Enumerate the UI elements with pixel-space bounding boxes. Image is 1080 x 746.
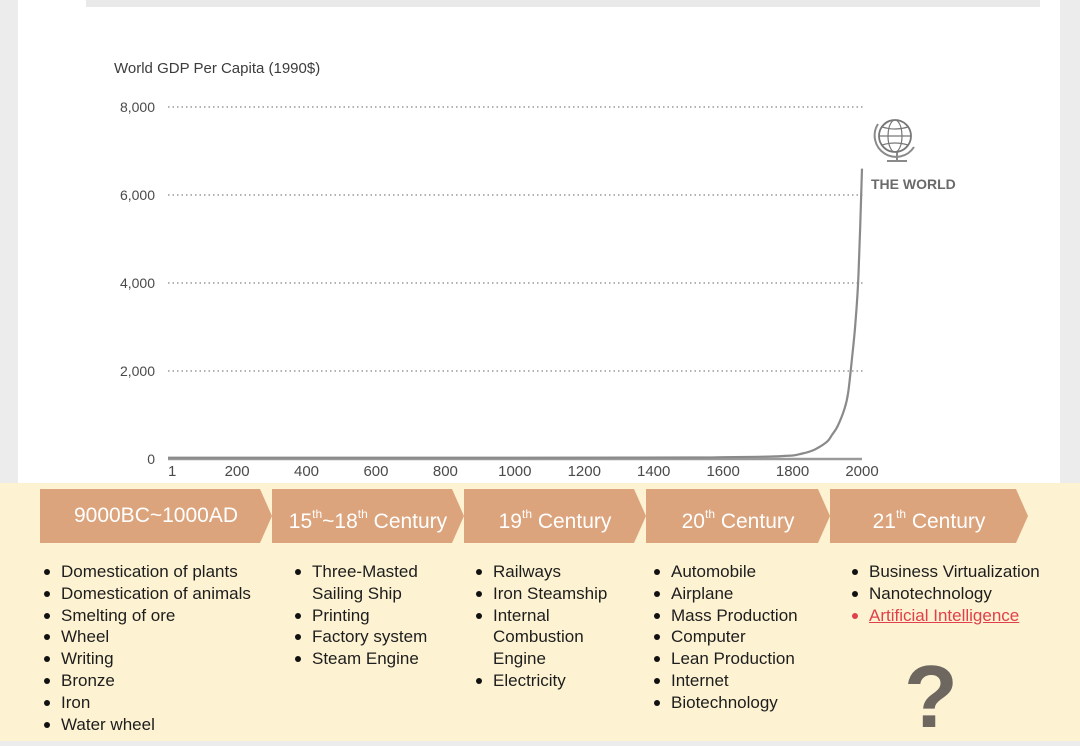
x-tick-label: 1: [168, 463, 176, 480]
era-label-ancient: 9000BC~1000AD: [73, 504, 239, 527]
list-item: Factory system: [293, 626, 453, 648]
gdp-chart: World GDP Per Capita (1990$) 0 2,000 4,000…: [114, 60, 956, 480]
y-tick-label: 4,000: [120, 275, 155, 291]
era-list-20th: Automobile Airplane Mass Production Comp…: [652, 561, 830, 714]
era-band-21st: 21th Century: [830, 489, 1028, 543]
list-item: Automobile: [652, 561, 830, 583]
list-item: Railways: [474, 561, 636, 583]
list-item: Water wheel: [42, 714, 272, 736]
x-tick-label: 2000: [845, 463, 878, 480]
artificial-intelligence-link[interactable]: Artificial Intelligence: [850, 605, 1040, 627]
era-list-19th: Railways Iron Steamship Internal Combust…: [474, 561, 636, 692]
question-mark: ?: [904, 647, 958, 746]
list-item: Steam Engine: [293, 648, 453, 670]
x-tick-label: 600: [363, 463, 388, 480]
y-tick-label: 8,000: [120, 99, 155, 115]
list-item: Nanotechnology: [850, 583, 1040, 605]
y-axis-title: World GDP Per Capita (1990$): [114, 60, 320, 77]
era-list-15-18th: Three-Masted Sailing Ship Printing Facto…: [293, 561, 453, 670]
list-item: Printing: [293, 605, 453, 627]
list-item: Computer: [652, 626, 830, 648]
list-item: Iron Steamship: [474, 583, 636, 605]
list-item: Internet: [652, 670, 830, 692]
list-item: Smelting of ore: [42, 605, 272, 627]
y-tick-label: 2,000: [120, 363, 155, 379]
x-tick-label: 1000: [498, 463, 531, 480]
era-band-ancient: 9000BC~1000AD: [40, 489, 272, 543]
list-item: Iron: [42, 692, 272, 714]
list-item: Biotechnology: [652, 692, 830, 714]
list-item: Airplane: [652, 583, 830, 605]
y-tick-label: 6,000: [120, 187, 155, 203]
top-divider: [86, 0, 1040, 7]
list-item: Three-Masted Sailing Ship: [293, 561, 453, 605]
era-band-15-18th: 15th~18th Century: [272, 489, 464, 543]
list-item: Bronze: [42, 670, 272, 692]
globe-icon: [873, 119, 915, 162]
era-list-21st: Business Virtualization Nanotechnology A…: [850, 561, 1040, 626]
list-item: Domestication of plants: [42, 561, 272, 583]
list-item: Internal Combustion Engine: [474, 605, 636, 670]
list-item: Mass Production: [652, 605, 830, 627]
list-item: Writing: [42, 648, 272, 670]
the-world-label: THE WORLD: [871, 176, 956, 192]
x-tick-label: 1800: [776, 463, 809, 480]
list-item: Wheel: [42, 626, 272, 648]
era-band-20th: 20th Century: [646, 489, 830, 543]
list-item: Domestication of animals: [42, 583, 272, 605]
x-tick-label: 1400: [637, 463, 670, 480]
list-item: Electricity: [474, 670, 636, 692]
era-list-ancient: Domestication of plants Domestication of…: [42, 561, 272, 735]
series-line-world: [168, 168, 864, 459]
list-item: Business Virtualization: [850, 561, 1040, 583]
x-tick-label: 1200: [568, 463, 601, 480]
x-tick-label: 800: [433, 463, 458, 480]
y-tick-label: 0: [147, 451, 155, 467]
x-tick-label: 200: [225, 463, 250, 480]
x-tick-label: 1600: [706, 463, 739, 480]
list-item: Lean Production: [652, 648, 830, 670]
era-band-19th: 19th Century: [464, 489, 646, 543]
x-tick-label: 400: [294, 463, 319, 480]
